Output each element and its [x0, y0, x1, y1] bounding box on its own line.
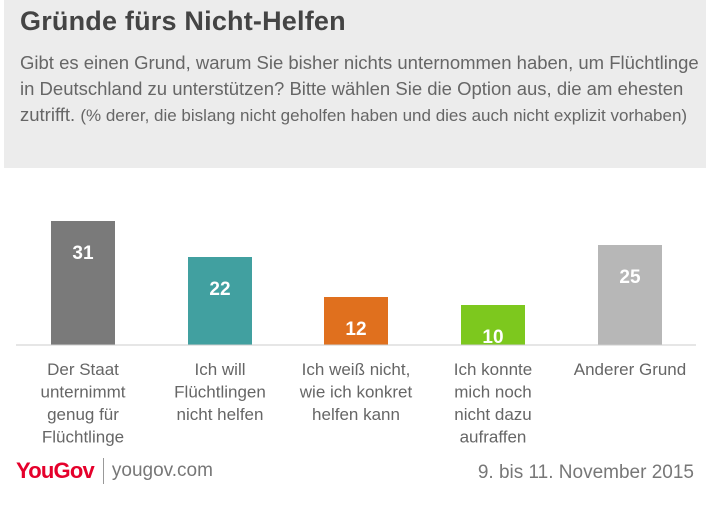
base-note: (% derer, die bislang nicht geholfen hab… — [80, 106, 688, 125]
survey-date: 9. bis 11. November 2015 — [477, 462, 694, 483]
chart-question: Gibt es einen Grund, warum Sie bisher ni… — [20, 50, 700, 129]
question-text: Gibt es einen Grund, warum Sie bisher ni… — [20, 52, 699, 125]
bar-value-label-1: 31 — [72, 243, 94, 264]
bar-value-label-4: 10 — [482, 327, 503, 348]
bar-value-label-2: 22 — [209, 279, 230, 300]
chart-title: Gründe fürs Nicht-Helfen — [20, 6, 346, 36]
category-label-3: Ich weiß nicht, wie ich konkret helfen kan… — [299, 360, 413, 424]
brand-divider — [102, 458, 104, 484]
category-label-5: Anderer Grund — [574, 360, 686, 379]
brand-url[interactable]: yougov.com — [111, 460, 213, 481]
bar-1 — [51, 221, 115, 345]
category-label-2: Ich will Flüchtlingen nicht helfen — [174, 360, 266, 424]
bar-2 — [188, 257, 252, 345]
bar-value-label-3: 12 — [345, 319, 366, 340]
bar-5 — [598, 245, 662, 345]
category-label-1: Der Staat unternimmt genug für Flüchtlinge — [40, 360, 125, 447]
category-label-4: Ich konnte mich noch nicht dazu aufraffen — [454, 360, 532, 447]
yougov-logo: YouGov — [16, 458, 95, 483]
header-panel: Gründe fürs Nicht-Helfen Gibt es einen G… — [4, 0, 706, 168]
bar-chart: 31 Der Staat unternimmt genug für Flüchtling… — [16, 221, 696, 447]
bar-4 — [461, 305, 525, 345]
bar-value-label-5: 25 — [619, 267, 641, 288]
brand-block: YouGov yougov.com — [16, 458, 213, 484]
bar-3 — [324, 297, 388, 345]
